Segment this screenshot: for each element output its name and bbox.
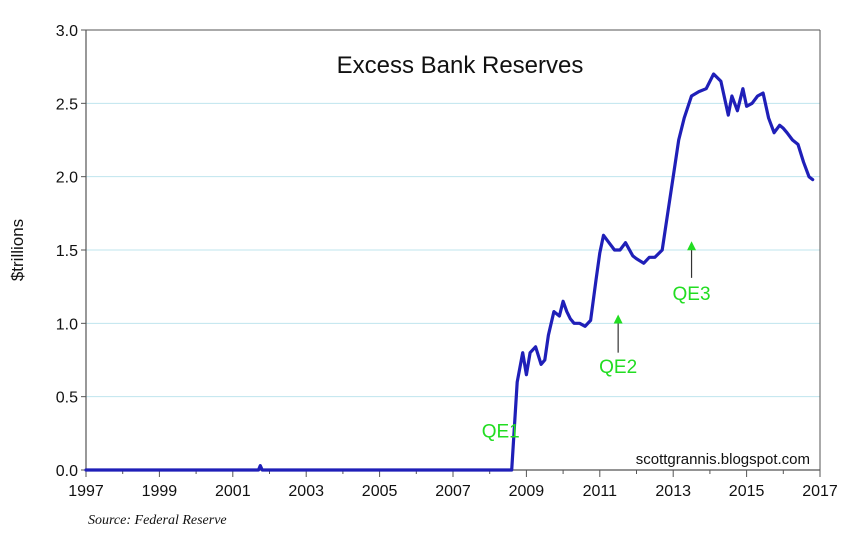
y-tick-label-6: 3.0 — [56, 23, 78, 40]
x-tick-label-1: 1999 — [142, 483, 178, 500]
source-note: Source: Federal Reserve — [88, 513, 227, 528]
grid-layer — [86, 29, 820, 398]
x-tick-label-0: 1997 — [68, 483, 104, 500]
x-tick-label-9: 2015 — [729, 483, 765, 500]
y-tick-label-5: 2.5 — [56, 96, 78, 113]
y-tick-label-2: 1.0 — [56, 316, 78, 333]
annotation-qe1: QE1 — [482, 422, 520, 443]
watermark: scottgrannis.blogspot.com — [636, 451, 810, 468]
y-tick-label-1: 0.5 — [56, 390, 78, 407]
y-tick-label-3: 1.5 — [56, 243, 78, 260]
x-tick-label-3: 2003 — [288, 483, 324, 500]
x-tick-label-7: 2011 — [583, 483, 618, 500]
annotations: QE1 QE2 QE3 — [482, 241, 711, 443]
y-tick-label-0: 0.0 — [56, 463, 78, 480]
annotation-qe3: QE3 — [673, 284, 711, 305]
annotation-arrow-head-qe2 — [613, 314, 623, 324]
x-tick-label-4: 2005 — [362, 483, 398, 500]
chart-title: Excess Bank Reserves — [337, 52, 584, 79]
series-line-0 — [84, 72, 815, 472]
y-axis-label: $trillions — [8, 219, 27, 281]
x-tick-label-10: 2017 — [802, 483, 838, 500]
x-tick-label-6: 2009 — [509, 483, 545, 500]
x-tick-label-5: 2007 — [435, 483, 471, 500]
series-layer — [84, 72, 815, 472]
x-tick-label-8: 2013 — [655, 483, 691, 500]
annotation-qe2: QE2 — [599, 357, 637, 378]
y-tick-label-4: 2.0 — [56, 170, 78, 187]
annotation-arrow-head-qe3 — [687, 241, 697, 251]
axes: 0.0 0.5 1.0 1.5 2.0 2.5 3.0 1997 1999 2001 2003 200… — [56, 23, 838, 500]
x-tick-label-2: 2001 — [215, 483, 251, 500]
